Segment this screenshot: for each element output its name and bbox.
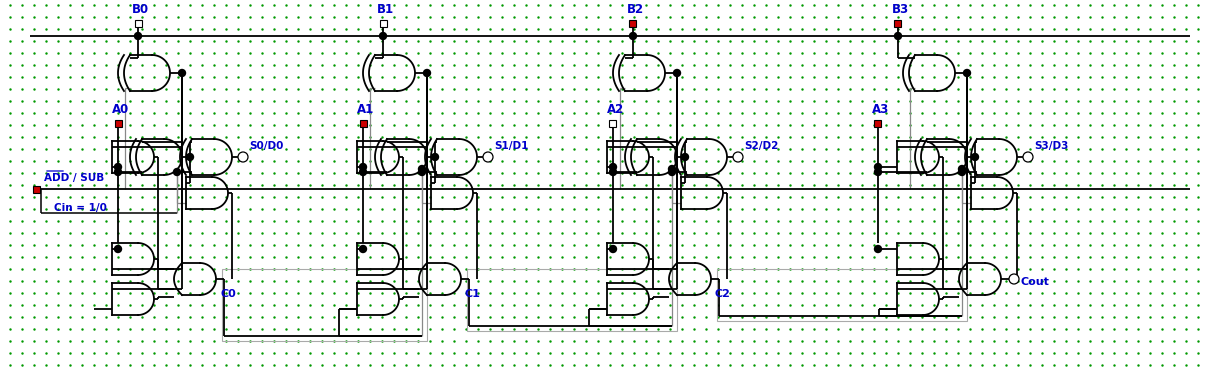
Circle shape bbox=[668, 168, 675, 175]
Circle shape bbox=[668, 165, 675, 173]
Circle shape bbox=[971, 154, 978, 161]
Circle shape bbox=[674, 69, 680, 76]
Circle shape bbox=[483, 152, 493, 162]
Circle shape bbox=[894, 33, 901, 39]
Circle shape bbox=[1009, 274, 1020, 284]
Text: A1: A1 bbox=[358, 103, 374, 116]
Circle shape bbox=[958, 168, 965, 175]
Circle shape bbox=[629, 33, 637, 39]
Circle shape bbox=[875, 164, 882, 171]
Bar bbox=[134, 20, 141, 26]
Circle shape bbox=[115, 246, 122, 253]
Bar bbox=[33, 186, 40, 193]
Circle shape bbox=[875, 246, 882, 253]
Circle shape bbox=[733, 152, 743, 162]
Text: B2: B2 bbox=[627, 3, 644, 16]
Circle shape bbox=[418, 165, 425, 173]
Bar bbox=[360, 119, 366, 127]
Circle shape bbox=[431, 154, 439, 161]
Bar bbox=[629, 20, 637, 26]
Circle shape bbox=[179, 69, 186, 76]
Text: S0/D0: S0/D0 bbox=[249, 141, 284, 151]
Bar bbox=[467, 269, 676, 331]
Circle shape bbox=[875, 168, 882, 175]
Bar bbox=[875, 119, 882, 127]
Text: A2: A2 bbox=[606, 103, 625, 116]
Text: C1: C1 bbox=[465, 289, 481, 299]
Text: B0: B0 bbox=[132, 3, 149, 16]
Circle shape bbox=[610, 164, 616, 171]
Text: ADD / SUB: ADD / SUB bbox=[43, 173, 104, 183]
Bar bbox=[894, 20, 901, 26]
Bar bbox=[115, 119, 122, 127]
Text: A3: A3 bbox=[872, 103, 889, 116]
Circle shape bbox=[379, 33, 387, 39]
Circle shape bbox=[418, 168, 425, 175]
Text: S3/D3: S3/D3 bbox=[1034, 141, 1068, 151]
Text: Cin = 1/0: Cin = 1/0 bbox=[54, 203, 106, 213]
Circle shape bbox=[238, 152, 248, 162]
Circle shape bbox=[424, 69, 430, 76]
Text: A0: A0 bbox=[112, 103, 129, 116]
Text: B3: B3 bbox=[892, 3, 910, 16]
Text: Cout: Cout bbox=[1021, 277, 1050, 287]
Circle shape bbox=[681, 154, 689, 161]
Circle shape bbox=[964, 69, 970, 76]
Circle shape bbox=[1023, 152, 1033, 162]
Circle shape bbox=[115, 164, 122, 171]
Circle shape bbox=[174, 168, 180, 175]
Circle shape bbox=[360, 246, 366, 253]
Text: S1/D1: S1/D1 bbox=[494, 141, 528, 151]
Text: B1: B1 bbox=[377, 3, 394, 16]
Circle shape bbox=[958, 165, 965, 173]
Text: C2: C2 bbox=[715, 289, 731, 299]
Bar bbox=[222, 269, 426, 341]
Bar bbox=[379, 20, 387, 26]
Bar bbox=[718, 269, 966, 321]
Circle shape bbox=[360, 168, 366, 175]
Text: C0: C0 bbox=[220, 289, 236, 299]
Circle shape bbox=[134, 33, 141, 39]
Circle shape bbox=[115, 168, 122, 175]
Circle shape bbox=[360, 164, 366, 171]
Circle shape bbox=[186, 154, 193, 161]
Text: S2/D2: S2/D2 bbox=[744, 141, 778, 151]
Bar bbox=[610, 119, 616, 127]
Circle shape bbox=[610, 168, 616, 175]
Circle shape bbox=[610, 246, 616, 253]
